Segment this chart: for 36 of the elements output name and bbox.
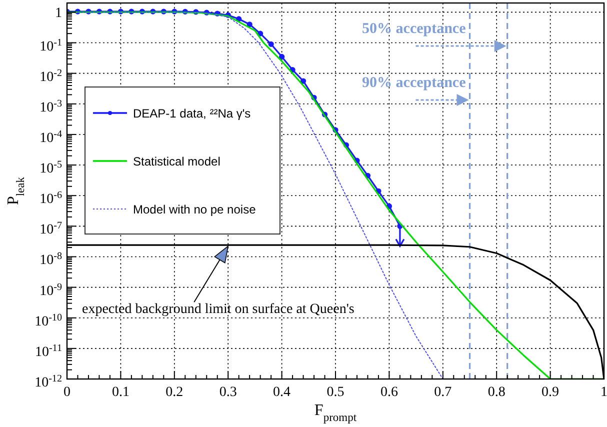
point <box>258 30 264 36</box>
legend-label: Statistical model <box>133 154 220 168</box>
x-tick-label: 0.1 <box>112 385 130 400</box>
y-tick-label: 10$^{-1}$ <box>40 36 62 54</box>
ref-line-label: 50% acceptance <box>362 21 466 37</box>
y-tick-label: 10$^{-4}$ <box>40 128 62 146</box>
x-tick-label: 0.2 <box>166 385 184 400</box>
ref-line-label: 90% acceptance <box>362 75 466 91</box>
x-tick-label: 0 <box>64 385 70 400</box>
y-tick-label: 10$^{-6}$ <box>40 190 62 208</box>
x-axis-title: F$_{prompt}$ <box>314 402 358 424</box>
x-tick-label: 0.6 <box>380 385 398 400</box>
y-tick-label: 10$^{-9}$ <box>40 281 62 299</box>
y-tick-label: 10$^{-5}$ <box>40 159 62 177</box>
y-tick-label: 10$^{-3}$ <box>40 98 62 116</box>
point <box>246 22 252 28</box>
point <box>268 41 274 47</box>
x-tick-label: 0.7 <box>434 385 452 400</box>
y-tick-label: 10$^{-7}$ <box>40 220 62 238</box>
x-tick-label: 0.8 <box>488 385 506 400</box>
y-tick-label: 1 <box>55 6 62 22</box>
y-tick-label: 10$^{-12}$ <box>34 373 62 390</box>
x-tick-label: 0.3 <box>219 385 237 400</box>
x-tick-label: 0.4 <box>273 385 291 400</box>
point <box>300 78 306 84</box>
legend-label: Model with no pe noise <box>133 202 256 216</box>
legend-label: DEAP-1 data, ²²Na γ's <box>133 106 251 120</box>
y-tick-label: 10$^{-11}$ <box>34 342 62 360</box>
y-tick-label: 10$^{-10}$ <box>34 312 62 330</box>
x-tick-label: 1 <box>600 385 607 400</box>
y-tick-label: 10$^{-8}$ <box>40 250 62 268</box>
x-tick-label: 0.9 <box>542 385 560 400</box>
annotation: expected background limit on surface at Queen's <box>82 302 354 318</box>
point <box>279 54 285 60</box>
y-tick-label: 10$^{-2}$ <box>40 67 62 85</box>
x-tick-label: 0.5 <box>326 385 344 400</box>
